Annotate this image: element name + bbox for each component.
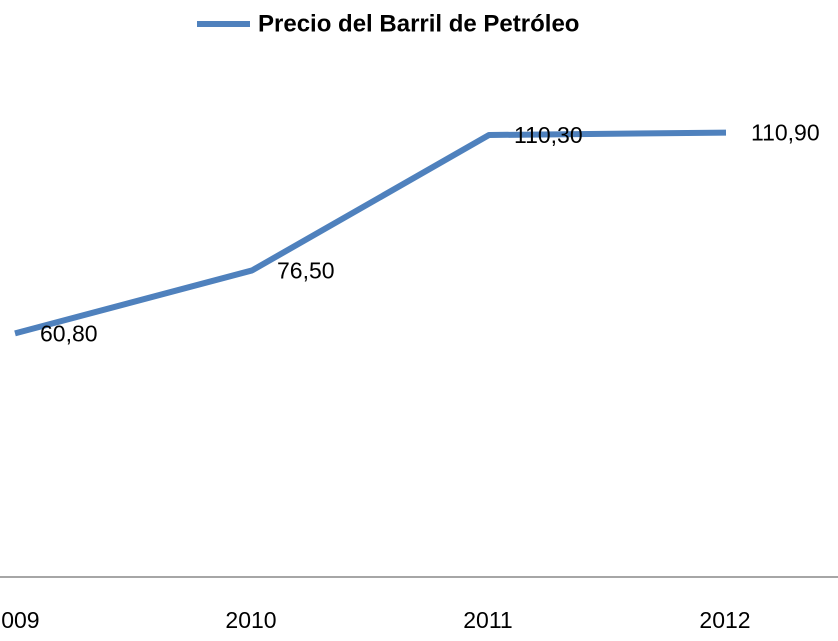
- data-label: 110,30: [514, 122, 583, 148]
- x-tick-label: 2012: [699, 607, 750, 633]
- series-line: [14, 129, 727, 337]
- legend-label: Precio del Barril de Petróleo: [258, 10, 579, 37]
- data-label: 76,50: [277, 258, 335, 284]
- x-tick-label: 2011: [463, 607, 512, 633]
- x-tick-label: 2010: [225, 607, 276, 633]
- data-label: 60,80: [40, 320, 98, 346]
- data-label: 110,90: [751, 120, 820, 146]
- x-tick-label: 2009: [0, 607, 40, 633]
